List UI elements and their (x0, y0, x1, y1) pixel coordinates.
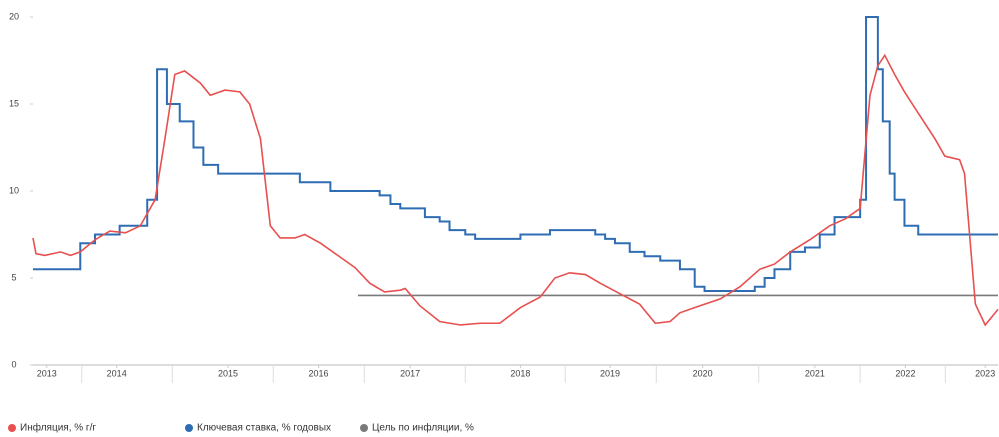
x-tick-label: 2016 (309, 368, 329, 378)
y-tick-label: 15 (9, 98, 19, 108)
x-tick-label: 2020 (693, 368, 713, 378)
x-tick-label: 2014 (107, 368, 127, 378)
series-line (32, 53, 999, 327)
x-tick-label: 2021 (805, 368, 825, 378)
x-tick-label: 2022 (895, 368, 915, 378)
x-tick-label: 2017 (400, 368, 420, 378)
x-tick-label: 2013 (37, 368, 57, 378)
y-tick-label: 5 (11, 272, 16, 282)
y-tick-label: 0 (11, 359, 16, 369)
legend-marker (360, 424, 368, 432)
legend-label: Ключевая ставка, % годовых (197, 423, 331, 434)
y-tick-label: 10 (9, 185, 19, 195)
x-tick-label: 2015 (218, 368, 238, 378)
legend-label: Инфляция, % г/г (20, 422, 96, 434)
x-tick-label: 2023 (975, 368, 995, 378)
x-tick-label: 2018 (510, 368, 530, 378)
legend-marker (185, 424, 193, 432)
legend-label: Цель по инфляции, % (372, 422, 474, 434)
y-tick-label: 20 (9, 11, 19, 21)
legend-marker (8, 424, 16, 432)
series-line (33, 16, 998, 293)
x-tick-label: 2019 (600, 368, 620, 378)
